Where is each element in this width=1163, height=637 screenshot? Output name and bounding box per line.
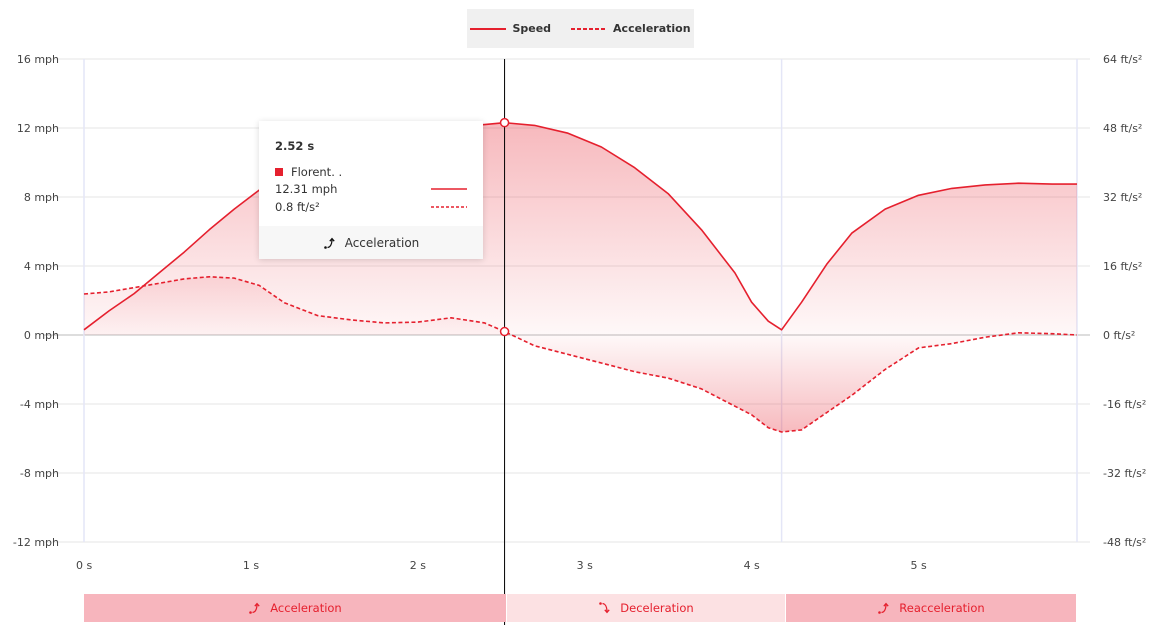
x-tick-label: 3 s [577, 559, 593, 572]
phase-label: Acceleration [270, 601, 342, 615]
acceleration-icon [323, 237, 335, 249]
legend-acceleration-label: Acceleration [613, 22, 691, 35]
x-tick-label: 5 s [910, 559, 926, 572]
y-tick-label-right: 32 ft/s² [1103, 191, 1142, 204]
legend-item-acceleration[interactable]: Acceleration [571, 22, 691, 35]
x-tick-label: 1 s [243, 559, 259, 572]
y-tick-label-left: 12 mph [17, 122, 59, 135]
crosshair-point-acceleration [499, 326, 510, 337]
tooltip-speed-row: 12.31 mph [275, 182, 467, 196]
y-tick-label-right: 0 ft/s² [1103, 329, 1135, 342]
phase-deceleration[interactable]: Deceleration [507, 594, 785, 622]
y-tick-label-left: -12 mph [13, 536, 59, 549]
tooltip-acceleration: 0.8 ft/s² [275, 200, 320, 214]
y-tick-label-left: 16 mph [17, 53, 59, 66]
x-tick-label: 4 s [744, 559, 760, 572]
area-acceleration-positive [84, 276, 1077, 335]
phase-label: Reacceleration [899, 601, 985, 615]
crosshair-point-speed [499, 117, 510, 128]
tooltip-athlete: Florent. . [291, 165, 343, 179]
legend-item-speed[interactable]: Speed [470, 22, 551, 35]
athlete-color-swatch [275, 168, 283, 176]
y-tick-label-right: 16 ft/s² [1103, 260, 1142, 273]
y-tick-label-left: 8 mph [24, 191, 59, 204]
chart-lines [83, 121, 1078, 433]
crosshair-overlay [499, 59, 510, 625]
y-tick-label-right: -48 ft/s² [1103, 536, 1146, 549]
series-line-acceleration [83, 276, 1078, 433]
tooltip-acceleration-row: 0.8 ft/s² [275, 200, 467, 214]
data-tooltip: 2.52 s Florent. . 12.31 mph 0.8 ft/s² Ac… [259, 121, 483, 259]
axis-labels: 16 mph 12 mph 8 mph 4 mph 0 mph -4 mph -8 mph -… [13, 53, 1146, 572]
phase-acceleration[interactable]: Acceleration [84, 594, 506, 622]
legend-speed-label: Speed [512, 22, 552, 35]
phase-label: Deceleration [620, 601, 694, 615]
dashed-line-icon [431, 206, 467, 208]
x-tick-label: 0 s [76, 559, 92, 572]
chart-legend: Speed Acceleration [467, 9, 694, 48]
series-line-speed [83, 121, 1077, 331]
y-tick-label-left: 4 mph [24, 260, 59, 273]
y-tick-label-right: 64 ft/s² [1103, 53, 1142, 66]
tooltip-phase-label: Acceleration [344, 235, 420, 250]
y-tick-label-right: -32 ft/s² [1103, 467, 1146, 480]
y-tick-label-right: 48 ft/s² [1103, 122, 1142, 135]
tooltip-athlete-row: Florent. . [275, 165, 342, 179]
phase-reacceleration[interactable]: Reacceleration [786, 594, 1076, 622]
tooltip-time: 2.52 s [275, 139, 315, 153]
tooltip-speed: 12.31 mph [275, 182, 338, 196]
dashed-line-icon [571, 27, 608, 30]
solid-line-icon [431, 188, 467, 190]
area-acceleration-negative [84, 335, 1077, 432]
y-tick-label-left: 0 mph [24, 329, 59, 342]
reacceleration-icon [878, 602, 889, 614]
y-tick-label-left: -4 mph [20, 398, 59, 411]
deceleration-icon [599, 602, 610, 614]
y-tick-label-right: -16 ft/s² [1103, 398, 1146, 411]
y-tick-label-left: -8 mph [20, 467, 59, 480]
x-tick-label: 2 s [410, 559, 426, 572]
acceleration-icon [249, 602, 260, 614]
tooltip-phase: Acceleration [259, 226, 483, 259]
solid-line-icon [470, 27, 507, 30]
